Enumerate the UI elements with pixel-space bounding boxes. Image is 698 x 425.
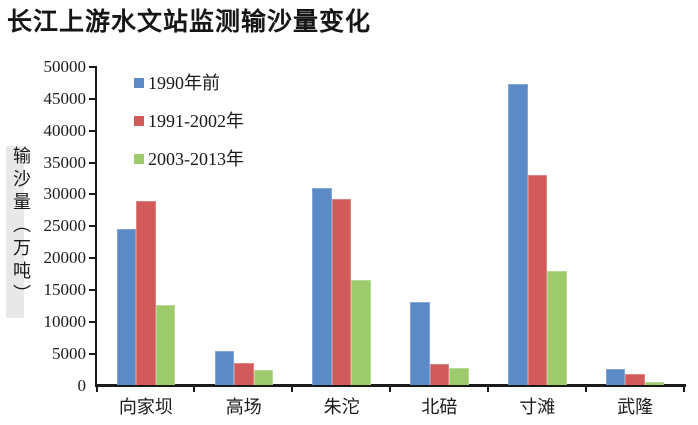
x-tick [193, 387, 196, 392]
bar [214, 351, 234, 386]
x-category-label: 向家坝 [118, 397, 173, 417]
y-tick-label: 45000 [43, 88, 87, 108]
x-category-label: 寸滩 [519, 397, 556, 417]
legend-item: 1991-2002年 [134, 109, 264, 133]
bar [312, 188, 332, 386]
legend-swatch [134, 78, 144, 88]
bar [351, 280, 371, 386]
x-axis-line [95, 384, 686, 387]
legend-label: 1990年前 [148, 73, 220, 93]
y-tick-label: 5000 [52, 343, 86, 363]
bar [547, 270, 567, 386]
y-tick [89, 288, 96, 291]
x-tick [95, 387, 98, 392]
y-tick [89, 66, 96, 68]
y-tick [89, 257, 96, 260]
y-tick [89, 129, 96, 132]
bar [605, 368, 626, 386]
x-tick [682, 387, 685, 392]
x-category-label: 朱沱 [323, 397, 360, 417]
x-category-label: 高场 [225, 397, 262, 417]
bar [116, 229, 137, 386]
y-tick [89, 352, 96, 355]
bar [644, 381, 665, 386]
bar [429, 364, 450, 386]
y-axis-title: 输沙量（万吨） [11, 146, 31, 307]
bar [527, 175, 547, 386]
y-axis-title-band [6, 146, 24, 318]
x-tick [584, 387, 587, 392]
x-category-label: 北碚 [421, 397, 458, 417]
y-tick-label: 25000 [43, 216, 87, 236]
y-tick-label: 50000 [43, 57, 87, 76]
y-tick-label: 15000 [43, 279, 87, 299]
x-tick [389, 387, 391, 392]
x-tick [486, 387, 489, 392]
legend-label: 2003-2013年 [148, 149, 244, 169]
bar [410, 302, 430, 386]
legend-item: 2003-2013年 [134, 147, 264, 171]
legend-label: 1991-2002年 [148, 111, 244, 131]
bar [508, 84, 528, 386]
bar [253, 369, 273, 386]
y-tick [89, 97, 96, 100]
chart-title: 长江上游水文站监测输沙量变化 [7, 8, 372, 36]
y-tick-label: 30000 [43, 184, 87, 204]
bar [449, 368, 469, 386]
x-tick [291, 387, 294, 392]
bar [625, 374, 645, 386]
y-tick-label: 0 [77, 375, 87, 395]
y-tick [89, 225, 96, 228]
bar [155, 305, 176, 386]
y-tick [89, 320, 96, 323]
bar [234, 362, 254, 386]
legend-swatch [134, 154, 144, 164]
y-tick [89, 161, 96, 164]
y-tick-label: 35000 [43, 152, 87, 172]
y-tick-label: 40000 [43, 120, 87, 140]
legend-item: 1990年前 [134, 71, 264, 95]
y-tick [89, 193, 96, 196]
bar [331, 199, 352, 386]
y-tick-label: 10000 [43, 311, 87, 331]
bar [136, 200, 156, 386]
legend-swatch [134, 116, 144, 126]
y-tick-label: 20000 [43, 248, 87, 268]
x-category-label: 武隆 [617, 397, 654, 417]
y-axis-line [95, 66, 97, 387]
